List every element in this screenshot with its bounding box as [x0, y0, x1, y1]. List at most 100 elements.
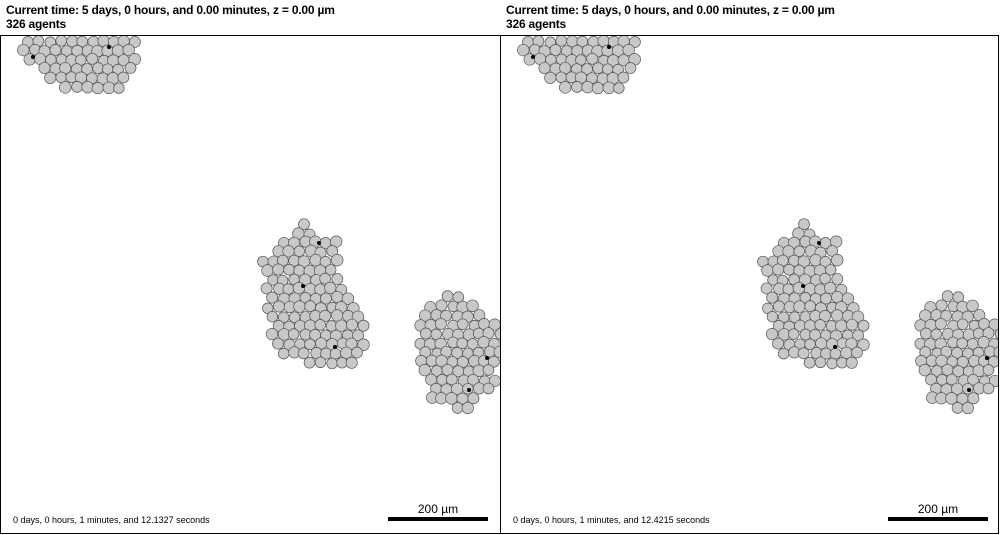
- cell-agent: [467, 392, 480, 405]
- cell-agent: [297, 347, 310, 360]
- cell-agent: [592, 62, 604, 74]
- scale-bar: 200 µm: [888, 503, 988, 521]
- cell-cluster: [517, 36, 641, 95]
- cell-agent: [293, 300, 306, 313]
- scale-bar-line: [388, 517, 488, 521]
- cell-agent: [487, 355, 500, 368]
- cell-agent: [766, 291, 779, 304]
- cell-agent: [102, 81, 116, 95]
- cell-agent: [857, 338, 870, 351]
- cell-cluster: [17, 36, 141, 95]
- cell-agent: [766, 311, 779, 323]
- cell-agent: [826, 357, 838, 370]
- cell-agent: [819, 309, 832, 323]
- cell-agent: [803, 356, 816, 369]
- cell-agent: [260, 282, 273, 295]
- cell-agent: [814, 356, 827, 369]
- cell-agent: [602, 81, 616, 95]
- cell-agent: [966, 299, 979, 312]
- dead-cell-marker: [485, 356, 489, 360]
- cell-agent: [829, 347, 842, 360]
- cell-cluster: [914, 290, 998, 415]
- cell-agent: [288, 328, 300, 340]
- cell-agent: [461, 401, 474, 415]
- cell-agent: [591, 82, 604, 95]
- dead-cell-marker: [333, 345, 337, 349]
- simulation-panel-left: Current time: 5 days, 0 hours, and 0.00 …: [0, 3, 501, 534]
- cell-agent: [273, 300, 285, 313]
- cell-agent: [293, 245, 305, 257]
- cell-agent: [430, 328, 442, 340]
- cell-agent: [934, 317, 947, 330]
- cell-agent: [91, 82, 104, 95]
- cell-agent: [81, 80, 94, 94]
- cell-agent: [346, 318, 359, 331]
- cell-agent: [113, 82, 125, 94]
- cell-agent: [825, 264, 837, 276]
- cell-agent: [819, 256, 832, 268]
- cell-agent: [303, 356, 316, 369]
- cell-agent: [49, 44, 62, 56]
- simulation-panel-right: Current time: 5 days, 0 hours, and 0.00 …: [500, 0, 1000, 535]
- cell-agent: [272, 337, 285, 350]
- cell-agent: [830, 253, 844, 267]
- cell-agent: [793, 300, 806, 313]
- cell-agent: [456, 337, 468, 350]
- cell-agent: [549, 44, 562, 56]
- cell-agent: [122, 43, 135, 57]
- dead-cell-marker: [801, 284, 805, 288]
- cell-agent: [331, 290, 344, 304]
- cell-agent: [434, 317, 447, 330]
- cell-agent: [451, 402, 464, 414]
- dead-cell-marker: [833, 345, 837, 349]
- cell-agent: [345, 356, 358, 369]
- cell-agent: [845, 356, 858, 369]
- dead-cell-marker: [607, 45, 611, 49]
- cell-cluster: [757, 218, 870, 370]
- cell-agent: [319, 309, 332, 323]
- cell-agent: [586, 52, 599, 65]
- cell-agent: [488, 374, 500, 387]
- cell-agent: [517, 43, 530, 57]
- cell-agent: [967, 392, 980, 405]
- cell-agent: [851, 346, 863, 359]
- cell-agent: [357, 338, 370, 351]
- cell-agent: [55, 71, 67, 84]
- dead-cell-marker: [967, 388, 971, 392]
- cell-agent: [352, 329, 365, 342]
- agent-count-label: 326 agents: [506, 17, 567, 31]
- cell-agent: [831, 290, 844, 304]
- cell-agent: [773, 300, 785, 313]
- cell-agent: [314, 319, 326, 331]
- cell-agent: [772, 337, 785, 350]
- cell-agent: [494, 328, 500, 340]
- cell-agent: [335, 319, 348, 332]
- cell-cluster: [257, 218, 370, 370]
- cell-agent: [988, 318, 998, 331]
- cell-agent: [804, 300, 817, 312]
- dead-cell-marker: [531, 55, 535, 59]
- cell-agent: [44, 71, 57, 84]
- cell-agent: [831, 273, 844, 285]
- scale-bar-line: [888, 517, 988, 521]
- cell-agent: [846, 318, 859, 331]
- cell-agent: [304, 300, 317, 312]
- cell-agent: [961, 401, 974, 415]
- cell-agent: [92, 62, 104, 74]
- cell-layer: [517, 36, 998, 415]
- cell-agent: [117, 71, 130, 84]
- cell-agent: [920, 327, 932, 340]
- panel-header: Current time: 5 days, 0 hours, and 0.00 …: [506, 3, 835, 31]
- cell-agent: [581, 80, 594, 94]
- cell-agent: [493, 345, 500, 359]
- cell-agent: [341, 292, 355, 305]
- cell-agent: [793, 245, 805, 257]
- dead-cell-marker: [467, 388, 471, 392]
- cell-agent: [987, 355, 998, 368]
- cell-agent: [765, 328, 779, 341]
- cell-agent: [86, 52, 99, 65]
- cell-agent: [571, 81, 583, 93]
- cell-agent: [857, 319, 870, 332]
- scale-bar: 200 µm: [388, 503, 488, 521]
- dead-cell-marker: [985, 356, 989, 360]
